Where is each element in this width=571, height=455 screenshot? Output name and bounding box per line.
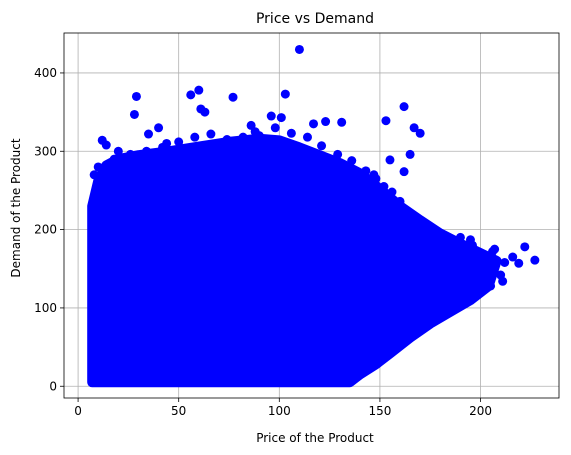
data-point	[126, 150, 135, 159]
data-point	[500, 258, 509, 267]
y-tick-label: 0	[49, 379, 57, 393]
data-point	[462, 249, 471, 258]
data-point	[490, 245, 499, 254]
x-tick-label: 0	[74, 404, 82, 418]
data-point	[347, 156, 356, 165]
data-point	[239, 133, 248, 142]
data-point	[385, 155, 394, 164]
y-tick-label: 400	[34, 66, 57, 80]
data-point	[406, 150, 415, 159]
data-point	[114, 147, 123, 156]
data-point	[186, 90, 195, 99]
data-point	[428, 234, 437, 243]
data-point	[281, 90, 290, 99]
data-point	[110, 155, 119, 164]
y-tick-label: 100	[34, 301, 57, 315]
data-point	[498, 277, 507, 286]
y-tick-label: 200	[34, 223, 57, 237]
data-point	[190, 133, 199, 142]
x-axis-label: Price of the Product	[256, 431, 374, 445]
data-point	[392, 200, 401, 209]
data-point	[468, 241, 477, 250]
data-point	[303, 133, 312, 142]
data-point	[144, 130, 153, 139]
data-point	[361, 166, 370, 175]
data-point	[94, 162, 103, 171]
data-point	[520, 242, 529, 251]
data-point	[381, 116, 390, 125]
data-point	[90, 170, 99, 179]
data-point	[102, 141, 111, 150]
data-point	[400, 102, 409, 111]
data-point	[158, 143, 167, 152]
data-point	[174, 137, 183, 146]
data-point	[514, 259, 523, 268]
data-point	[317, 141, 326, 150]
data-point	[222, 135, 231, 144]
data-point	[400, 211, 409, 220]
data-point	[154, 123, 163, 132]
data-point	[337, 118, 346, 127]
y-tick-label: 300	[34, 144, 57, 158]
data-point	[194, 86, 203, 95]
data-point	[132, 92, 141, 101]
x-tick-label: 50	[171, 404, 186, 418]
data-point	[321, 117, 330, 126]
data-point	[436, 245, 445, 254]
data-point	[229, 93, 238, 102]
data-point	[267, 112, 276, 121]
data-point	[287, 129, 296, 138]
data-point	[379, 182, 388, 191]
x-tick-label: 100	[268, 404, 291, 418]
y-axis-label: Demand of the Product	[9, 138, 23, 277]
data-point	[371, 174, 380, 183]
data-point	[400, 167, 409, 176]
data-point	[452, 239, 461, 248]
data-point	[387, 188, 396, 197]
data-point	[420, 228, 429, 237]
data-point	[271, 123, 280, 132]
data-point	[130, 110, 139, 119]
data-point	[142, 147, 151, 156]
data-point	[486, 281, 495, 290]
data-point	[255, 131, 264, 140]
data-point	[206, 130, 215, 139]
x-tick-label: 150	[368, 404, 391, 418]
data-point	[333, 150, 342, 159]
data-point	[440, 237, 449, 246]
data-point	[416, 129, 425, 138]
data-point	[309, 119, 318, 128]
data-point	[295, 45, 304, 54]
data-point	[474, 260, 483, 269]
x-tick-label: 200	[469, 404, 492, 418]
data-point	[412, 221, 421, 230]
data-point	[200, 108, 209, 117]
data-point	[277, 113, 286, 122]
data-point	[482, 270, 491, 279]
chart-title: Price vs Demand	[256, 11, 374, 27]
data-point	[530, 256, 539, 265]
